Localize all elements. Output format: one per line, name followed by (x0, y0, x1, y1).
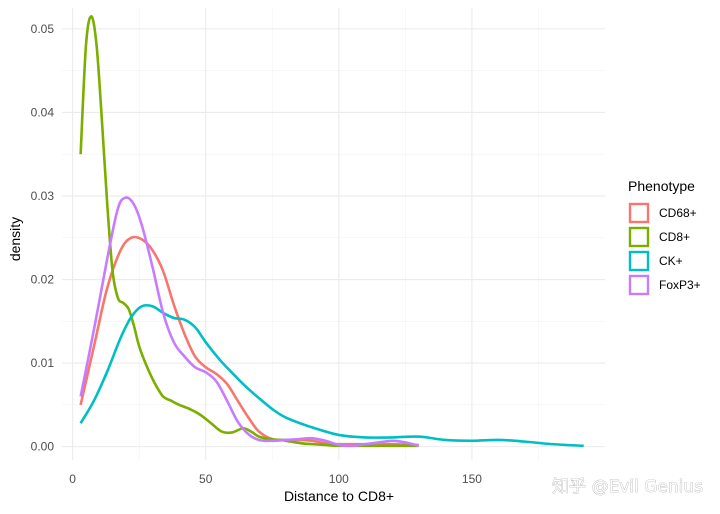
density-curves (79, 15, 584, 448)
x-tick-label: 150 (462, 472, 482, 486)
x-tick-label: 50 (199, 472, 213, 486)
x-axis-title: Distance to CD8+ (284, 488, 394, 504)
x-tick-label: 0 (69, 472, 76, 486)
y-tick-label: 0.04 (31, 105, 55, 119)
y-tick-label: 0.03 (31, 189, 55, 203)
legend-key-ck (628, 250, 650, 272)
legend: Phenotype CD68+ CD8+ CK+ FoxP3+ (628, 178, 701, 296)
legend-label-cd68: CD68+ (659, 206, 697, 220)
density-curve-cd68 (79, 235, 419, 447)
density-curve-cd8 (79, 15, 419, 448)
legend-key-cd68 (628, 202, 650, 224)
density-curve-ck (79, 303, 584, 448)
legend-label-cd8: CD8+ (659, 230, 690, 244)
legend-label-foxp3: FoxP3+ (659, 278, 701, 292)
legend-title: Phenotype (628, 178, 695, 194)
y-tick-label: 0.05 (31, 22, 55, 36)
y-tick-label: 0.02 (31, 273, 55, 287)
watermark: 知乎 @Evil Genius (552, 477, 703, 497)
tick-labels: 0 50 100 150 0.00 0.01 0.02 0.03 0.04 0.05 (31, 22, 483, 486)
density-curve-foxp3 (79, 196, 420, 448)
legend-key-foxp3 (628, 274, 650, 296)
y-tick-label: 0.01 (31, 356, 55, 370)
y-axis-title: density (7, 217, 23, 261)
legend-label-ck: CK+ (659, 254, 683, 268)
legend-key-cd8 (628, 226, 650, 248)
x-tick-label: 100 (329, 472, 349, 486)
y-tick-label: 0.00 (31, 440, 55, 454)
